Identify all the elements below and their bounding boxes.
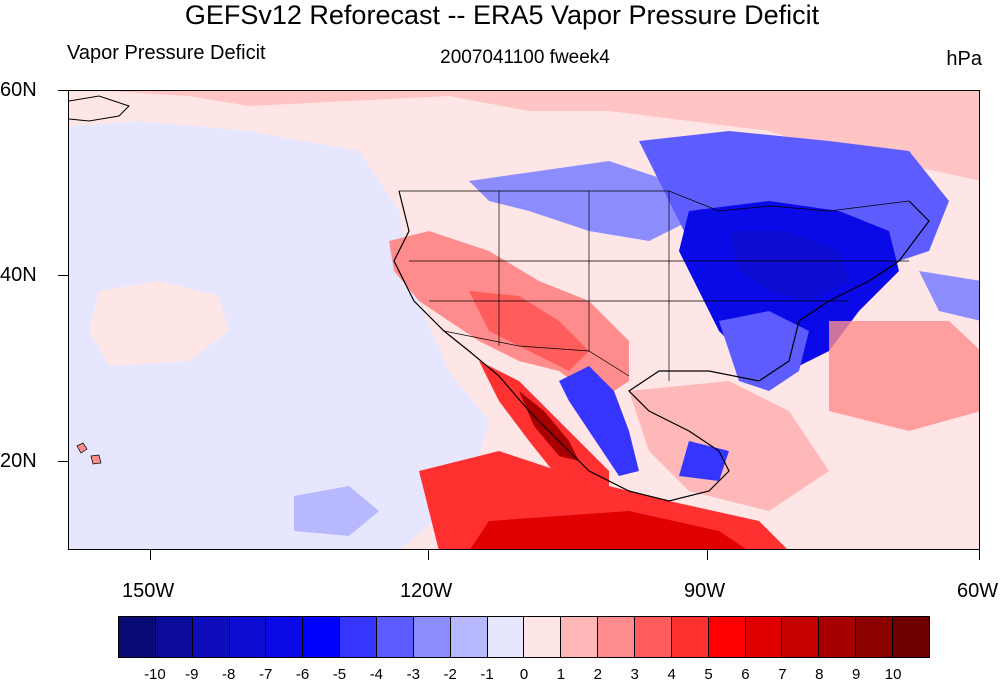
- yucatan-blue: [679, 441, 729, 481]
- colorbar-swatch: [745, 617, 783, 657]
- mexico-blue: [559, 366, 639, 476]
- colorbar-swatch: [450, 617, 488, 657]
- lat-label-60n: 60N: [0, 79, 37, 101]
- hawaii: [76, 442, 102, 465]
- northern-plains-blue: [469, 161, 689, 241]
- colorbar-swatch: [229, 617, 267, 657]
- colorbar-swatch: [413, 617, 451, 657]
- pacific-pink-patch: [89, 281, 229, 366]
- tick-lon-120: [428, 550, 429, 560]
- colorbar-label: 8: [815, 666, 824, 683]
- colorbar-label: -8: [222, 666, 236, 683]
- vpd-map: [68, 90, 980, 550]
- variable-label: Vapor Pressure Deficit: [67, 42, 266, 64]
- date-label: 2007041100 fweek4: [440, 47, 610, 68]
- us-mexico-border: [443, 330, 630, 377]
- colorbar-label: 9: [852, 666, 861, 683]
- lon-label-90w: 90W: [684, 580, 726, 602]
- colorbar-swatch: [524, 617, 562, 657]
- mexico-deep-red: [519, 391, 579, 461]
- colorbar-swatch: [119, 617, 156, 657]
- colorbar-label: -2: [443, 666, 457, 683]
- colorbar-label: 2: [593, 666, 602, 683]
- colorbar-label: -4: [369, 666, 384, 683]
- colorbar-swatch: [671, 617, 709, 657]
- pacific-region: [69, 121, 489, 549]
- us-canada-border: [399, 190, 910, 212]
- colorbar-swatch: [155, 617, 193, 657]
- southeast-blue: [719, 311, 809, 391]
- colorbar-label: -1: [480, 666, 494, 683]
- canada-pink: [109, 91, 979, 181]
- colorbar-swatch: [856, 617, 894, 657]
- gulf-pink: [629, 381, 829, 511]
- borders: [399, 190, 910, 381]
- colorbar-swatch: [377, 617, 414, 657]
- units-label: hPa: [946, 48, 982, 70]
- atlantic-blue: [919, 271, 979, 321]
- map-title: GEFSv12 Reforecast -- ERA5 Vapor Pressur…: [184, 0, 820, 30]
- colorbar: [118, 616, 930, 658]
- tick-lon-60: [979, 550, 980, 560]
- colorbar-label: -7: [258, 666, 273, 683]
- tick-lat-40: [58, 275, 68, 276]
- colorbar-label: 4: [667, 666, 676, 683]
- colorbar-label: 1: [556, 666, 566, 683]
- lat-label-40n: 40N: [0, 264, 37, 286]
- colorbar-label: -5: [332, 666, 347, 683]
- tick-lat-20: [58, 461, 68, 462]
- lon-label-120w: 120W: [400, 580, 453, 602]
- south-pacific-deep-red: [470, 511, 746, 549]
- tick-lat-60: [58, 90, 68, 91]
- colorbar-label: -6: [295, 666, 310, 683]
- colorbar-swatch: [819, 617, 857, 657]
- colorbar-swatch: [893, 617, 929, 657]
- tick-lon-150: [150, 550, 151, 560]
- colorbar-label: 0: [519, 666, 529, 683]
- colorbar-swatch: [266, 617, 304, 657]
- colorbar-label: 10: [884, 666, 902, 683]
- colorbar-swatch: [598, 617, 636, 657]
- colorbar-swatch: [303, 617, 341, 657]
- colorbar-label: -10: [144, 666, 166, 683]
- colorbar-label: 3: [630, 666, 639, 683]
- lon-label-60w: 60W: [957, 580, 999, 602]
- colorbar-label: -3: [406, 666, 420, 683]
- lon-label-150w: 150W: [122, 580, 175, 602]
- colorbar-swatch: [708, 617, 746, 657]
- lat-label-20n: 20N: [0, 450, 37, 472]
- pacific-blue-patch: [294, 486, 379, 536]
- colorbar-swatch: [635, 617, 672, 657]
- colorbar-swatch: [340, 617, 378, 657]
- tick-lon-90: [707, 550, 708, 560]
- atlantic-red: [829, 321, 979, 431]
- colorbar-label: 7: [778, 666, 787, 683]
- colorbar-swatch: [561, 617, 599, 657]
- colorbar-label: -9: [185, 666, 199, 683]
- colorbar-label: 5: [704, 666, 713, 683]
- map-canvas: [69, 91, 979, 549]
- colorbar-label: 6: [741, 666, 750, 683]
- alaska-coast: [69, 95, 130, 122]
- colorbar-swatch: [487, 617, 525, 657]
- colorbar-swatch: [192, 617, 230, 657]
- colorbar-swatch: [782, 617, 820, 657]
- great-lakes-core: [729, 231, 849, 301]
- coastline: [393, 190, 930, 502]
